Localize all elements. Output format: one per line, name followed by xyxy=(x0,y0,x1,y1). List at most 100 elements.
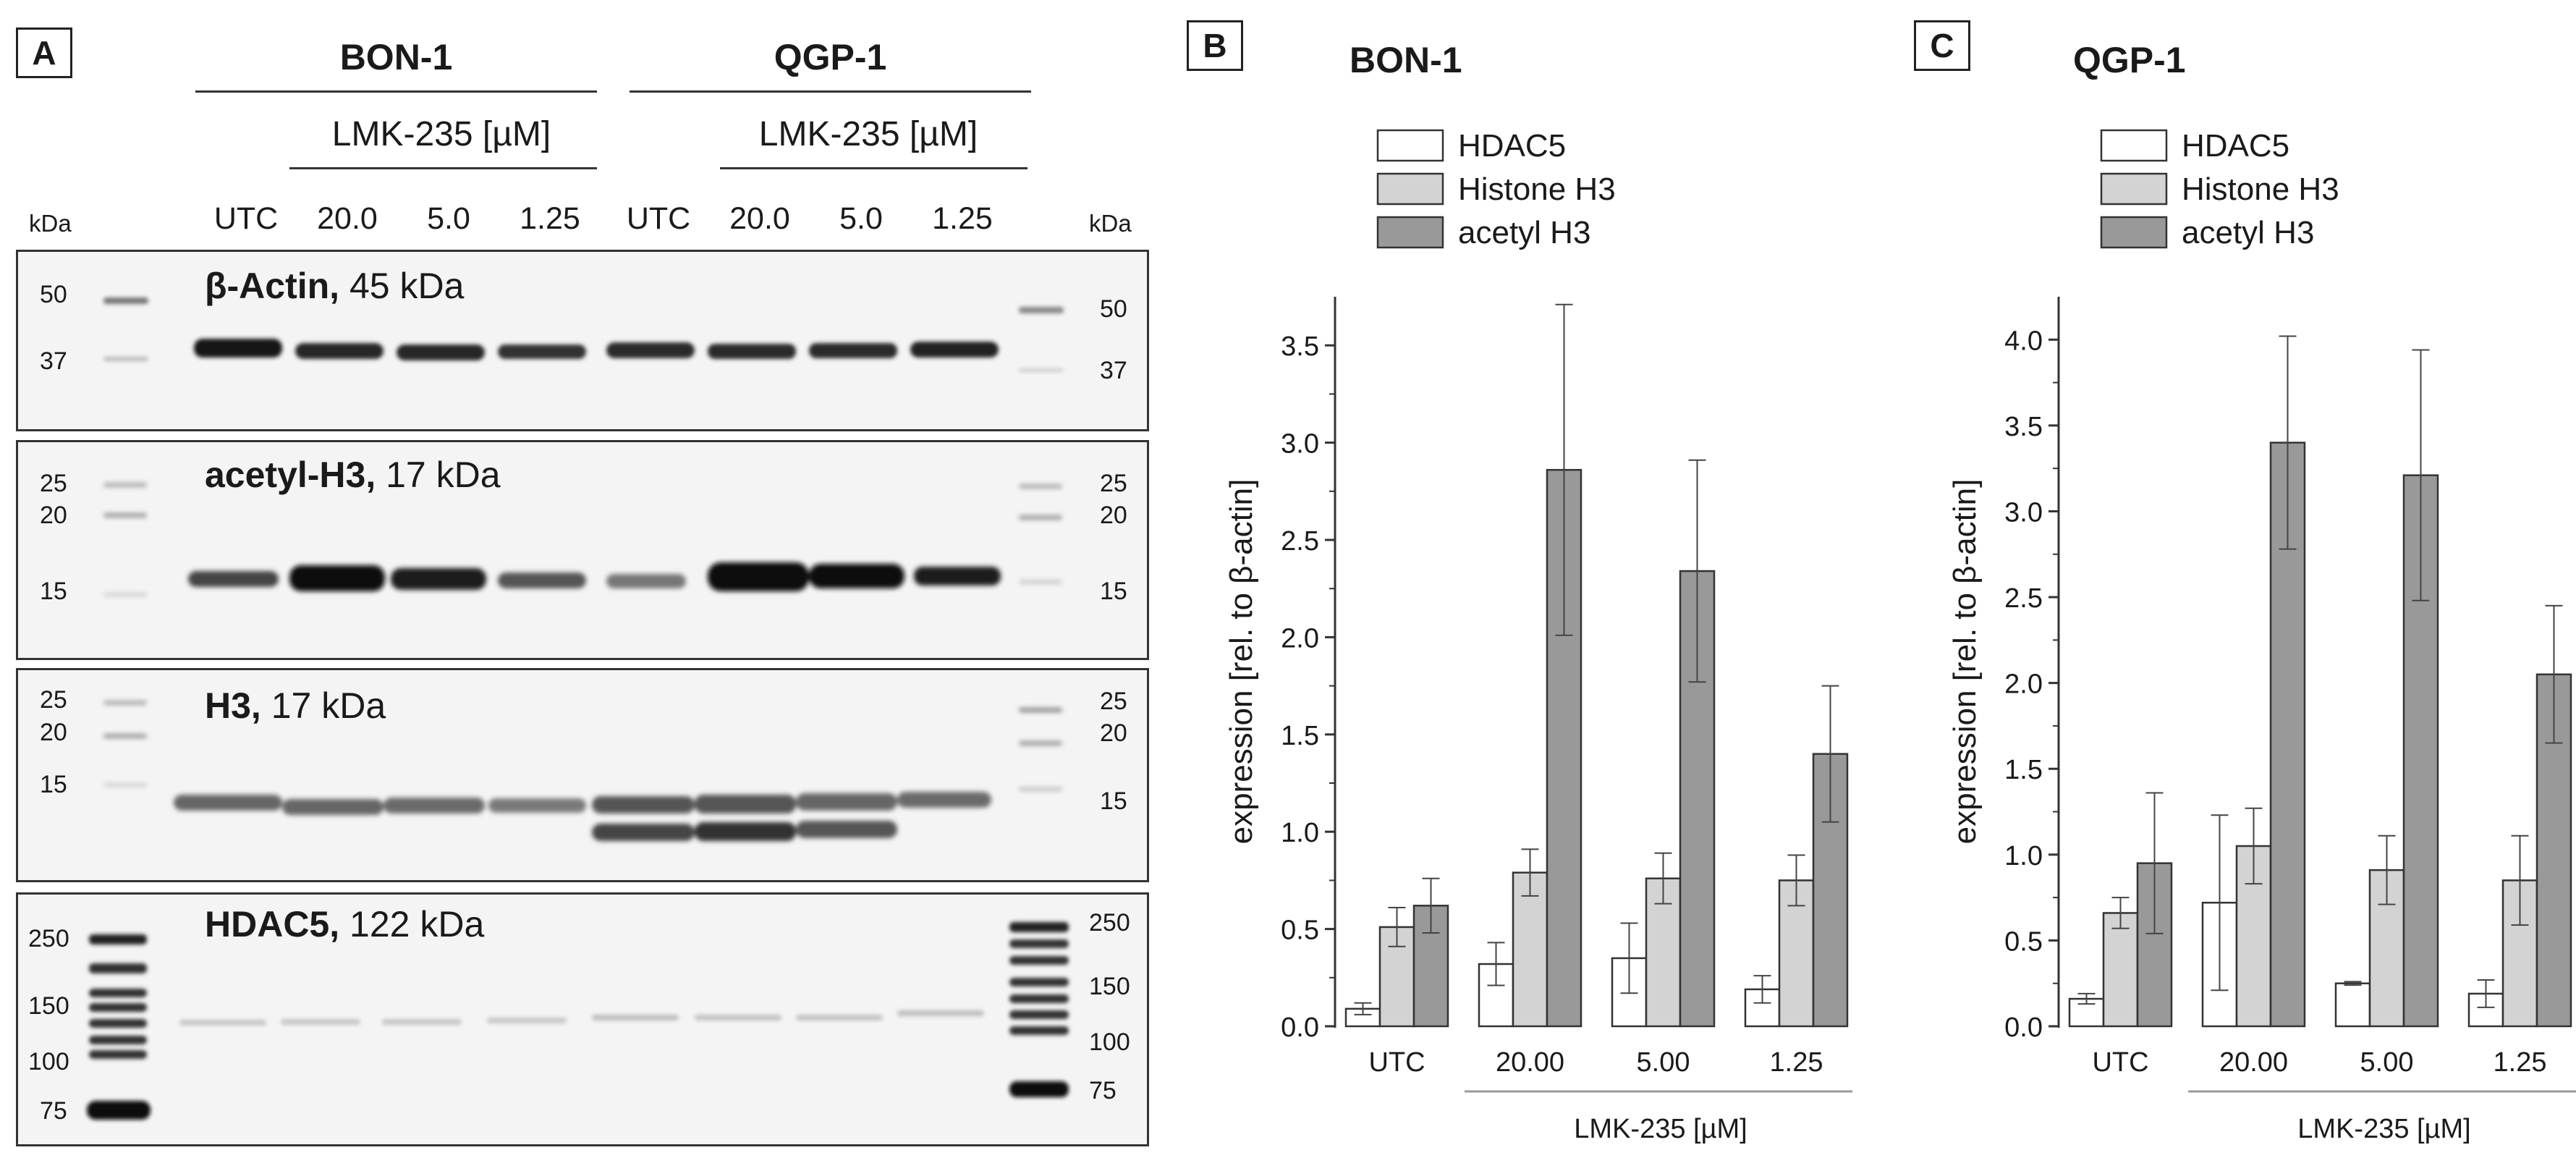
legend-swatch xyxy=(2100,172,2168,206)
band xyxy=(809,564,904,588)
blot-beta-actin: 50 37 50 37 β-Actin, 45 kDa xyxy=(16,250,1149,431)
y-tick-label: 3.5 xyxy=(1281,331,1319,362)
mw-marker-left: 25 xyxy=(40,686,67,714)
blot-h3-bands xyxy=(103,701,1062,841)
mw-marker-right: 50 xyxy=(1100,295,1127,323)
y-axis-label: expression [rel. to β-actin] xyxy=(1224,479,1259,845)
legend-swatch xyxy=(2100,129,2168,162)
chart-title: BON-1 xyxy=(1350,40,1462,80)
band xyxy=(295,343,384,359)
ladder-band xyxy=(103,701,147,705)
mw-marker-left: 100 xyxy=(28,1048,69,1075)
ladder-band xyxy=(1019,580,1062,584)
x-tick-label: 20.00 xyxy=(2219,1047,2288,1078)
x-tick-label: 5.00 xyxy=(1637,1047,1690,1078)
y-tick-label: 2.0 xyxy=(1281,623,1319,654)
y-tick-label: 1.5 xyxy=(1281,721,1319,751)
x-tick-label: 1.25 xyxy=(2494,1047,2547,1078)
lane-label: UTC xyxy=(626,201,691,236)
mw-marker-left: 15 xyxy=(40,771,67,798)
group-label: LMK-235 [µM] xyxy=(2297,1114,2470,1144)
band xyxy=(910,342,999,358)
legend-swatch xyxy=(1376,129,1444,162)
band xyxy=(606,574,686,588)
y-tick-label: 3.0 xyxy=(1281,429,1319,460)
mw-marker-right: 150 xyxy=(1089,973,1130,1000)
band xyxy=(194,339,282,358)
y-tick-label: 4.0 xyxy=(2004,326,2043,356)
panel-a-label: A xyxy=(16,28,72,78)
legend-swatch xyxy=(2100,216,2168,249)
mw-marker-left: 75 xyxy=(40,1097,67,1125)
mw-marker-left: 250 xyxy=(28,925,69,952)
blot-acetyl-h3-bands xyxy=(103,483,1062,596)
protein-label-h3: H3, 17 kDa xyxy=(205,685,386,726)
ladder-band xyxy=(103,357,148,361)
x-tick-label: 20.00 xyxy=(1496,1047,1564,1078)
ladder-band xyxy=(1009,922,1069,932)
y-tick-label: 1.5 xyxy=(2004,755,2043,785)
bar xyxy=(1378,926,1415,1028)
band xyxy=(282,799,384,815)
treatment-label-bon1: LMK-235 [µM] xyxy=(331,115,551,153)
legend-label: HDAC5 xyxy=(1458,128,1566,164)
ladder-band xyxy=(103,593,147,596)
band xyxy=(897,792,991,808)
y-tick-label: 0.5 xyxy=(1281,916,1319,946)
band xyxy=(488,798,586,813)
kda-label-left: kDa xyxy=(29,210,72,237)
bar xyxy=(2334,982,2371,1028)
y-tick-label: 3.5 xyxy=(2004,412,2043,442)
protein-label-acetyl-h3: acetyl-H3, 17 kDa xyxy=(205,455,501,495)
ladder-band xyxy=(1019,708,1062,712)
mw-marker-right: 15 xyxy=(1100,578,1127,605)
y-tick-label: 0.0 xyxy=(2004,1013,2043,1043)
ladder-band xyxy=(1009,939,1069,948)
y-axis-label: expression [rel. to β-actin] xyxy=(1947,479,1983,845)
ladder-band xyxy=(89,989,147,997)
x-tick-label: 1.25 xyxy=(1770,1047,1823,1078)
x-tick-label: UTC xyxy=(1368,1047,1425,1078)
band xyxy=(382,1019,462,1025)
band xyxy=(708,344,796,359)
y-tick-label: 2.5 xyxy=(2004,583,2043,614)
cell-line-bon1-header: BON-1 xyxy=(339,37,453,77)
ladder-band xyxy=(89,1019,147,1028)
band xyxy=(592,824,695,841)
lane-label: 5.0 xyxy=(427,201,470,236)
lane-label: UTC xyxy=(213,201,279,236)
mw-marker-left: 50 xyxy=(40,281,67,308)
band xyxy=(498,572,586,588)
protein-label-hdac5: HDAC5, 122 kDa xyxy=(205,904,485,944)
mw-marker-left: 25 xyxy=(40,470,67,497)
chart-bon1: BON-1 HDAC5 Histone H3 acetyl H3 0.0 0.5 1.0 1.… xyxy=(1224,40,1852,1144)
y-tick-label: 2.0 xyxy=(2004,669,2043,700)
bar xyxy=(2102,912,2139,1028)
mw-marker-right: 25 xyxy=(1100,688,1127,715)
chart-title: QGP-1 xyxy=(2073,40,2186,80)
treatment-line-bon1 xyxy=(289,167,597,169)
ladder-band xyxy=(1019,484,1062,489)
lane-label: 1.25 xyxy=(932,201,993,236)
band xyxy=(179,1020,266,1026)
bon1-header-line xyxy=(195,90,597,93)
treatment-line-qgp1 xyxy=(720,167,1028,169)
ladder-band xyxy=(89,1003,147,1012)
x-tick-label: 5.00 xyxy=(2360,1047,2414,1078)
band xyxy=(708,562,809,591)
band xyxy=(606,342,695,358)
band xyxy=(174,795,282,811)
protein-label-beta-actin: β-Actin, 45 kDa xyxy=(205,266,465,306)
lane-label: 20.0 xyxy=(729,201,790,236)
ladder-band xyxy=(103,483,147,487)
ladder-band xyxy=(1009,1081,1069,1097)
y-tick-label: 2.5 xyxy=(1281,526,1319,557)
group-label: LMK-235 [µM] xyxy=(1574,1114,1747,1144)
ladder-band xyxy=(89,1036,147,1044)
y-tick-label: 0.0 xyxy=(1281,1013,1319,1043)
qgp1-header-line xyxy=(630,90,1031,93)
ladder-band xyxy=(1009,1010,1069,1019)
treatment-label-qgp1: LMK-235 [µM] xyxy=(758,115,978,153)
lane-label: 1.25 xyxy=(520,201,580,236)
blot-h3: 25 20 15 25 20 15 H3, 17 kDa xyxy=(16,668,1149,882)
